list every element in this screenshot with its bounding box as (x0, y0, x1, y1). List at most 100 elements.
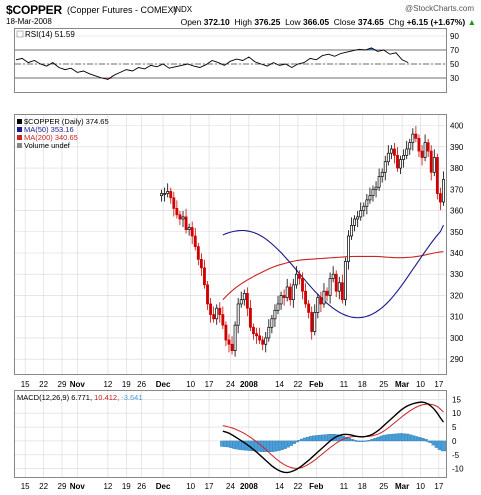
price-tick-label: 350 (450, 228, 464, 237)
price-candle (172, 197, 176, 209)
price-tick-label: 300 (450, 334, 464, 343)
price-candle (396, 154, 399, 169)
price-x-tick-label: Mar (395, 380, 409, 389)
price-candle (190, 227, 194, 237)
macd-x-tick-label: 11 (340, 482, 349, 491)
price-candle (212, 314, 216, 320)
rsi-legend: RSI(14) 51.59 (25, 30, 75, 39)
macd-x-tick-label: 2008 (240, 482, 258, 491)
rsi-tick-label: 90 (450, 32, 459, 41)
price-candle (417, 138, 421, 152)
price-candle (365, 199, 369, 207)
price-candle (218, 307, 222, 315)
macd-legend-macd-value: 6.771, (71, 393, 94, 402)
price-candle (230, 343, 234, 351)
macd-tick-label: -5 (452, 451, 460, 460)
price-candle (224, 324, 228, 341)
price-candle (227, 339, 231, 345)
price-x-tick-label: 17 (205, 380, 214, 389)
price-tick-label: 380 (450, 164, 464, 173)
price-x-tick-label: Dec (156, 380, 171, 389)
low-label: Low (285, 17, 301, 27)
price-candle (316, 297, 320, 313)
price-candle (267, 326, 271, 339)
price-candle (233, 324, 237, 351)
price-candle (325, 290, 329, 296)
macd-histogram-bar (352, 440, 358, 442)
price-x-tick-label: 22 (293, 380, 302, 389)
price-candle (178, 214, 182, 220)
price-legend-swatch (17, 119, 22, 124)
price-candle (359, 210, 363, 218)
price-x-tick-label: 26 (137, 380, 146, 389)
price-candle (371, 188, 375, 197)
price-x-tick-label: 14 (275, 380, 284, 389)
price-candle (285, 286, 289, 298)
price-tick-label: 340 (450, 249, 464, 258)
price-candle (432, 157, 436, 173)
price-candle (187, 227, 191, 230)
macd-tick-label: 0 (452, 437, 457, 446)
price-candle (270, 318, 274, 328)
macd-legend-signal-value: 10.412, (94, 393, 121, 402)
price-candle (236, 303, 240, 326)
price-candle (313, 312, 317, 332)
price-legend-swatch (17, 135, 22, 140)
price-legend-entry: MA(50) 353.16 (24, 125, 74, 134)
price-candle (377, 176, 381, 188)
macd-x-tick-label: 26 (137, 482, 146, 491)
price-candle (414, 133, 418, 139)
price-candle (356, 216, 360, 220)
price-x-tick-label: 12 (103, 380, 112, 389)
rsi-tick-label: 50 (450, 60, 459, 69)
price-candle (405, 148, 409, 156)
price-candle (411, 133, 415, 143)
macd-x-tick-label: Mar (395, 482, 409, 491)
open-label: Open (180, 17, 202, 27)
macd-histogram-bar (290, 440, 296, 444)
quote-line: Open 372.10 High 376.25 Low 366.05 Close… (181, 17, 476, 27)
price-candle (304, 290, 307, 305)
price-candle (261, 339, 265, 345)
price-candle (160, 193, 163, 197)
open-value: 372.10 (203, 17, 230, 27)
price-candle (163, 193, 167, 195)
price-candle (184, 216, 188, 230)
macd-x-tick-label: Dec (156, 482, 171, 491)
price-candle (248, 307, 252, 328)
price-candle (175, 208, 179, 216)
price-candle (282, 295, 286, 298)
macd-tick-label: 10 (452, 409, 461, 418)
price-candle (291, 284, 295, 301)
price-candle (294, 273, 298, 286)
macd-x-tick-label: 25 (379, 482, 388, 491)
symbol-description: (Copper Futures - COMEX) (67, 5, 177, 15)
ma50-line (222, 224, 444, 319)
price-candle (245, 292, 249, 309)
macd-x-tick-label: 10 (416, 482, 425, 491)
high-value: 376.25 (254, 17, 281, 27)
macd-tick-label: 15 (452, 395, 461, 404)
price-candle (209, 303, 213, 315)
price-candle (389, 148, 393, 154)
macd-x-tick-label: 17 (434, 482, 443, 491)
macd-x-tick-label: 19 (122, 482, 131, 491)
price-candle (322, 290, 326, 305)
price-candle (199, 259, 203, 269)
price-candle (438, 193, 442, 203)
price-x-tick-label: 24 (226, 380, 235, 389)
rsi-tick-label: 30 (450, 74, 459, 83)
macd-histogram-bar (440, 440, 447, 452)
price-tick-label: 310 (450, 313, 464, 322)
price-x-tick-label: 15 (21, 380, 30, 389)
price-candle (252, 326, 255, 335)
price-x-tick-label: 25 (379, 380, 388, 389)
price-x-tick-label: 18 (358, 380, 367, 389)
macd-signal-line (222, 403, 444, 469)
price-candle (429, 150, 433, 173)
price-candle (276, 303, 280, 311)
price-candle (273, 309, 277, 320)
price-tick-label: 390 (450, 143, 464, 152)
price-candle (399, 159, 402, 169)
